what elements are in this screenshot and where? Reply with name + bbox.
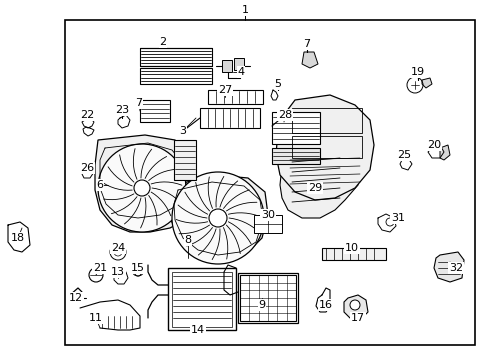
- Text: 16: 16: [319, 300, 333, 310]
- Text: 8: 8: [184, 235, 192, 245]
- Text: 7: 7: [135, 98, 143, 108]
- Text: 30: 30: [261, 210, 275, 220]
- Text: 7: 7: [303, 39, 311, 49]
- Circle shape: [172, 172, 264, 264]
- Bar: [272, 112, 320, 144]
- Text: 24: 24: [111, 243, 125, 253]
- Text: 15: 15: [131, 263, 145, 273]
- Bar: [272, 148, 320, 164]
- Circle shape: [110, 244, 126, 260]
- Polygon shape: [440, 145, 450, 160]
- Bar: [292, 136, 362, 158]
- Bar: [140, 68, 212, 84]
- Bar: [208, 90, 263, 104]
- Circle shape: [209, 209, 227, 227]
- Bar: [140, 100, 170, 122]
- Text: 14: 14: [191, 325, 205, 335]
- Polygon shape: [302, 52, 318, 68]
- Text: 32: 32: [449, 263, 463, 273]
- Circle shape: [386, 218, 394, 226]
- Circle shape: [89, 268, 103, 282]
- Text: 27: 27: [218, 85, 232, 95]
- Text: 10: 10: [345, 243, 359, 253]
- Circle shape: [132, 264, 144, 276]
- Text: 11: 11: [89, 313, 103, 323]
- Text: 20: 20: [427, 140, 441, 150]
- Bar: [172, 272, 232, 327]
- Circle shape: [134, 180, 150, 196]
- Text: 18: 18: [11, 233, 25, 243]
- Polygon shape: [434, 252, 464, 282]
- Text: 25: 25: [397, 150, 411, 160]
- Polygon shape: [276, 95, 374, 200]
- Bar: [174, 140, 196, 180]
- Bar: [140, 48, 212, 66]
- Text: 2: 2: [159, 37, 167, 47]
- Bar: [200, 108, 260, 128]
- Text: 17: 17: [351, 313, 365, 323]
- Text: 21: 21: [93, 263, 107, 273]
- Text: 28: 28: [278, 110, 292, 120]
- Bar: [292, 108, 362, 133]
- Circle shape: [114, 248, 122, 256]
- Text: 19: 19: [411, 67, 425, 77]
- Text: 22: 22: [80, 110, 94, 120]
- Polygon shape: [170, 175, 268, 258]
- Text: 3: 3: [179, 126, 187, 136]
- Polygon shape: [422, 78, 432, 88]
- Text: 13: 13: [111, 267, 125, 277]
- Text: 31: 31: [391, 213, 405, 223]
- Text: 5: 5: [274, 79, 281, 89]
- Text: 1: 1: [242, 5, 248, 15]
- Polygon shape: [280, 140, 358, 218]
- Polygon shape: [222, 60, 232, 72]
- Bar: [168, 268, 236, 330]
- Text: 6: 6: [97, 180, 103, 190]
- Polygon shape: [344, 295, 368, 318]
- Bar: [254, 215, 282, 233]
- Bar: [322, 248, 386, 260]
- Bar: [65, 20, 475, 345]
- Bar: [240, 275, 296, 321]
- Polygon shape: [234, 58, 244, 70]
- Circle shape: [350, 300, 360, 310]
- Text: 29: 29: [308, 183, 322, 193]
- Text: 4: 4: [238, 67, 245, 77]
- Text: 26: 26: [80, 163, 94, 173]
- Bar: [238, 273, 298, 323]
- Text: 12: 12: [69, 293, 83, 303]
- Polygon shape: [95, 135, 192, 232]
- Text: 9: 9: [258, 300, 266, 310]
- Circle shape: [98, 144, 186, 232]
- Text: 23: 23: [115, 105, 129, 115]
